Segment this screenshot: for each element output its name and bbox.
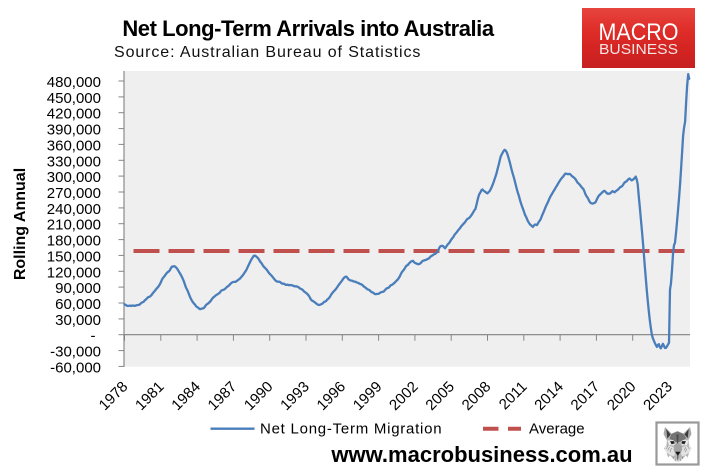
svg-text:90,000: 90,000 bbox=[55, 280, 101, 297]
svg-text:-: - bbox=[91, 328, 96, 345]
svg-text:-30,000: -30,000 bbox=[50, 344, 101, 361]
svg-text:360,000: 360,000 bbox=[47, 137, 101, 154]
svg-text:480,000: 480,000 bbox=[47, 74, 101, 91]
svg-text:Average: Average bbox=[529, 421, 585, 438]
svg-text:-60,000: -60,000 bbox=[50, 359, 101, 376]
svg-text:30,000: 30,000 bbox=[55, 312, 101, 329]
svg-text:150,000: 150,000 bbox=[47, 248, 101, 265]
svg-text:2020: 2020 bbox=[604, 378, 640, 414]
svg-text:1987: 1987 bbox=[205, 378, 241, 414]
svg-text:2005: 2005 bbox=[422, 378, 458, 414]
svg-text:2017: 2017 bbox=[568, 378, 604, 414]
svg-text:420,000: 420,000 bbox=[47, 106, 101, 123]
svg-text:300,000: 300,000 bbox=[47, 169, 101, 186]
svg-text:120,000: 120,000 bbox=[47, 264, 101, 281]
svg-text:1990: 1990 bbox=[241, 378, 277, 414]
svg-text:390,000: 390,000 bbox=[47, 122, 101, 139]
svg-text:2008: 2008 bbox=[459, 378, 495, 414]
svg-text:2023: 2023 bbox=[640, 378, 676, 414]
svg-text:1993: 1993 bbox=[277, 378, 313, 414]
svg-text:MACRO: MACRO bbox=[599, 19, 679, 46]
svg-text:2011: 2011 bbox=[496, 378, 531, 413]
svg-text:1981: 1981 bbox=[132, 378, 168, 414]
svg-text:330,000: 330,000 bbox=[47, 153, 101, 170]
svg-text:210,000: 210,000 bbox=[47, 217, 101, 234]
svg-text:1978: 1978 bbox=[96, 378, 132, 414]
svg-text:1999: 1999 bbox=[350, 378, 386, 414]
svg-text:2002: 2002 bbox=[386, 378, 422, 414]
svg-text:240,000: 240,000 bbox=[47, 201, 101, 218]
svg-text:2014: 2014 bbox=[531, 378, 567, 414]
svg-text:1984: 1984 bbox=[168, 378, 204, 414]
svg-text:Net Long-Term Migration: Net Long-Term Migration bbox=[260, 421, 442, 438]
svg-text:450,000: 450,000 bbox=[47, 90, 101, 107]
svg-text:60,000: 60,000 bbox=[55, 296, 101, 313]
svg-text:BUSINESS: BUSINESS bbox=[599, 42, 678, 58]
svg-text:1996: 1996 bbox=[314, 378, 350, 414]
svg-text:270,000: 270,000 bbox=[47, 185, 101, 202]
svg-text:180,000: 180,000 bbox=[47, 233, 101, 250]
